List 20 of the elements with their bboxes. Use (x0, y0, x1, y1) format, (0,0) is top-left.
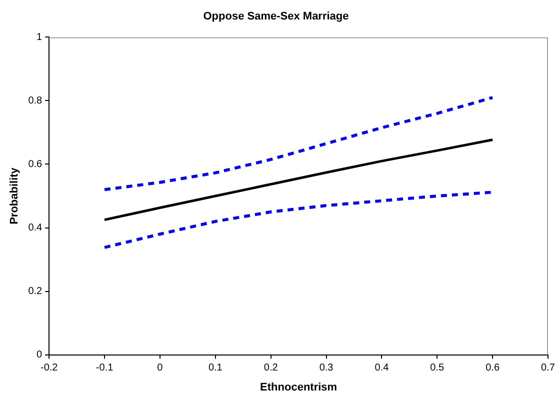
x-tick-label: 0 (157, 362, 164, 374)
y-tick-label: 1 (36, 32, 43, 43)
x-tick-label: 0.6 (486, 362, 500, 374)
line-series (103, 96, 494, 192)
y-tick-label: 0.4 (28, 222, 43, 234)
x-tick-label: 0.1 (208, 362, 223, 374)
x-tick-label: -0.2 (40, 362, 58, 374)
x-tick-label: -0.1 (96, 362, 114, 374)
x-tick-label: 0.7 (541, 362, 556, 374)
y-tick-label: 0.6 (28, 158, 43, 170)
chart-title: Oppose Same-Sex Marriage (203, 10, 349, 23)
x-tick-label: 0.5 (430, 362, 445, 374)
x-tick-label: 0.2 (264, 362, 278, 374)
y-tick-label: 0.2 (28, 286, 43, 298)
x-axis-title: Ethnocentrism (260, 381, 338, 394)
y-tick-label: 0.8 (28, 95, 43, 106)
x-tick-label: 0.4 (374, 362, 390, 374)
y-axis-title: Probability (8, 166, 21, 224)
y-tick-label: 0 (36, 350, 43, 361)
x-tick-label: 0.3 (319, 362, 334, 374)
